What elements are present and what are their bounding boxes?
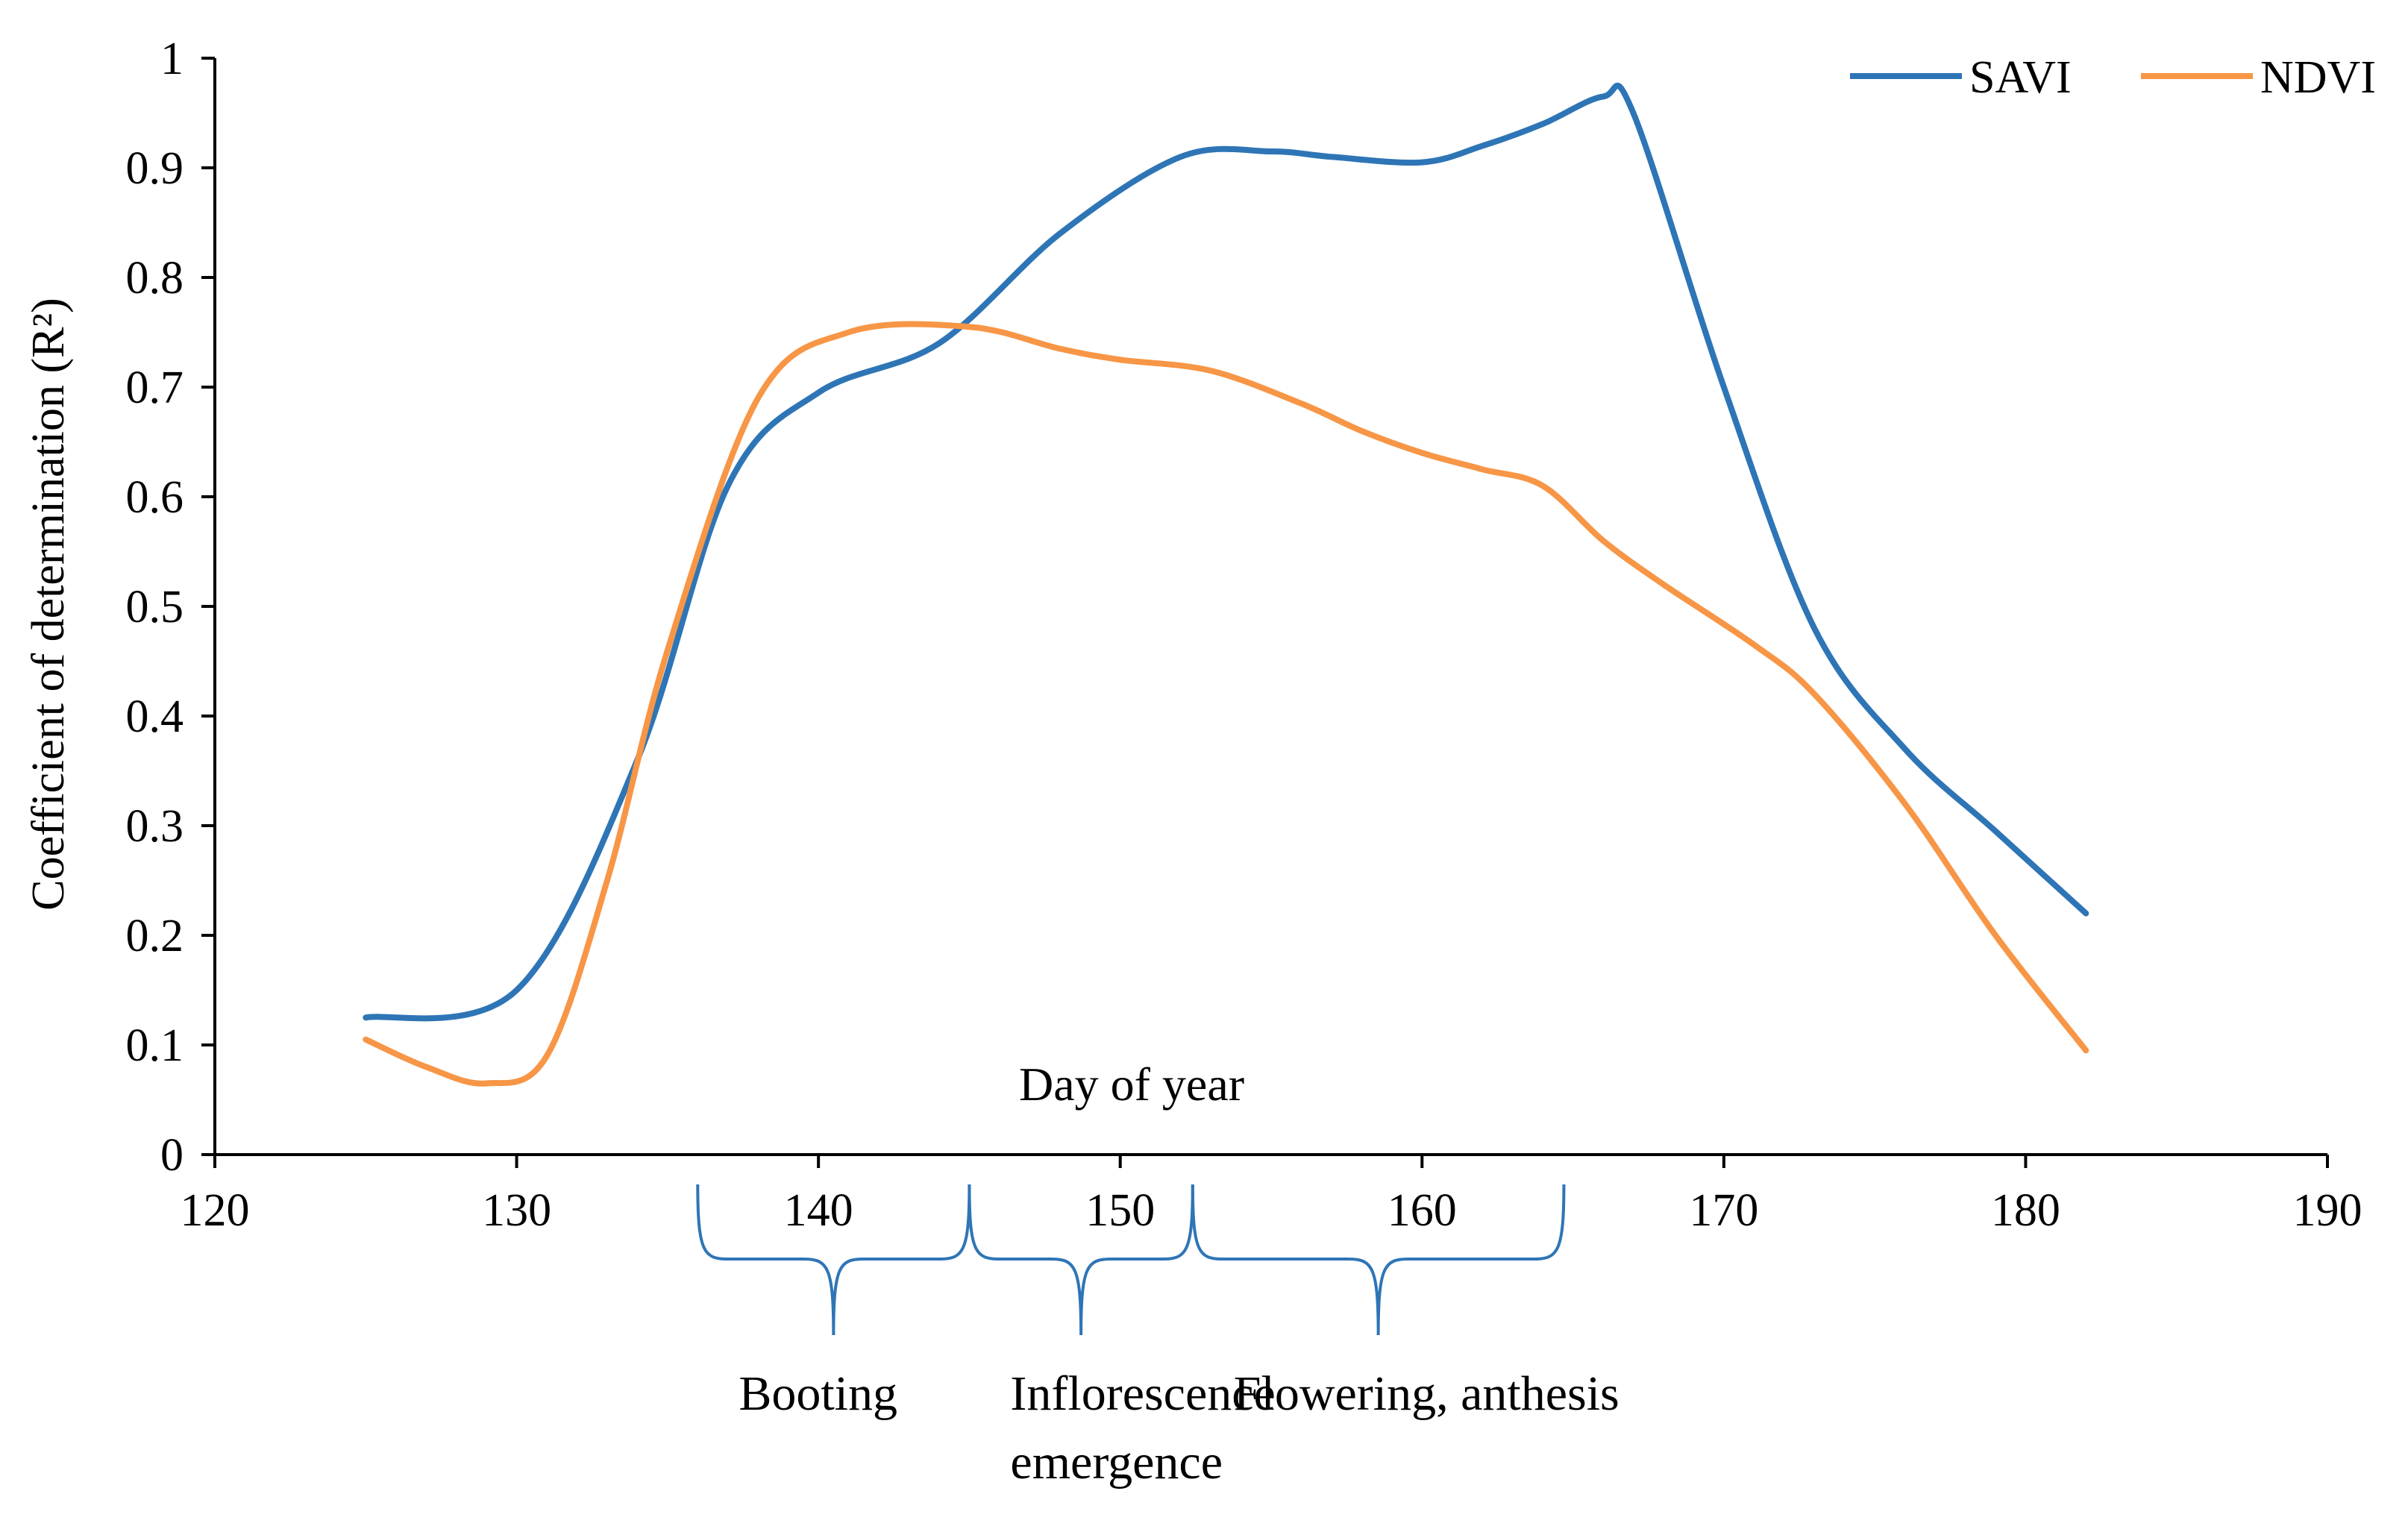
series-line-ndvi bbox=[363, 321, 2089, 1087]
y-tick-label: 1 bbox=[160, 34, 184, 84]
y-tick-label: 0 bbox=[160, 1130, 184, 1181]
y-tick-label: 0.6 bbox=[126, 472, 184, 523]
brace-flowering bbox=[1191, 1184, 1566, 1336]
legend: SAVI NDVI bbox=[1850, 52, 2376, 103]
x-axis: 120 130 140 150 160 170 180 190 bbox=[181, 1153, 2362, 1236]
y-tick-label: 0.7 bbox=[126, 362, 184, 413]
brace-inflorescence bbox=[968, 1184, 1194, 1336]
y-tick-label: 0.2 bbox=[126, 911, 184, 961]
y-tick-label: 0.8 bbox=[126, 253, 184, 304]
brace-booting bbox=[696, 1184, 971, 1336]
x-tick-label: 160 bbox=[1388, 1185, 1457, 1236]
y-axis: 0 0.1 0.2 0.3 0.4 0.5 0.6 0.7 0.8 0.9 1 bbox=[126, 34, 216, 1181]
x-tick-label: 150 bbox=[1085, 1185, 1155, 1236]
x-axis-title: Day of year bbox=[1019, 1058, 1244, 1111]
x-tick-label: 140 bbox=[784, 1185, 853, 1236]
y-tick-label: 0.1 bbox=[126, 1020, 184, 1071]
series-group bbox=[363, 82, 2089, 1087]
series-line-savi bbox=[363, 82, 2089, 1022]
x-tick-label: 120 bbox=[181, 1185, 250, 1236]
y-tick-label: 0.5 bbox=[126, 582, 184, 632]
y-tick-label: 0.4 bbox=[126, 691, 184, 742]
x-tick-label: 170 bbox=[1689, 1185, 1758, 1236]
y-tick-label: 0.3 bbox=[126, 801, 184, 852]
legend-label-savi: SAVI bbox=[1969, 52, 2072, 103]
x-tick-label: 180 bbox=[1991, 1185, 2060, 1236]
x-tick-label: 130 bbox=[482, 1185, 551, 1236]
y-axis-title: Coefficient of determination (R²) bbox=[23, 298, 74, 910]
y-tick-label: 0.9 bbox=[126, 143, 184, 194]
legend-label-ndvi: NDVI bbox=[2260, 52, 2376, 103]
stage-label-inflorescence: Inflorescence emergence bbox=[1010, 1366, 1275, 1490]
stage-label-booting: Booting bbox=[739, 1366, 897, 1421]
stage-annotations: Booting Inflorescence emergenceFlowering, … bbox=[696, 1184, 1620, 1490]
stage-label-flowering: Flowering, anthesis bbox=[1234, 1366, 1620, 1421]
x-tick-label: 190 bbox=[2293, 1185, 2362, 1236]
